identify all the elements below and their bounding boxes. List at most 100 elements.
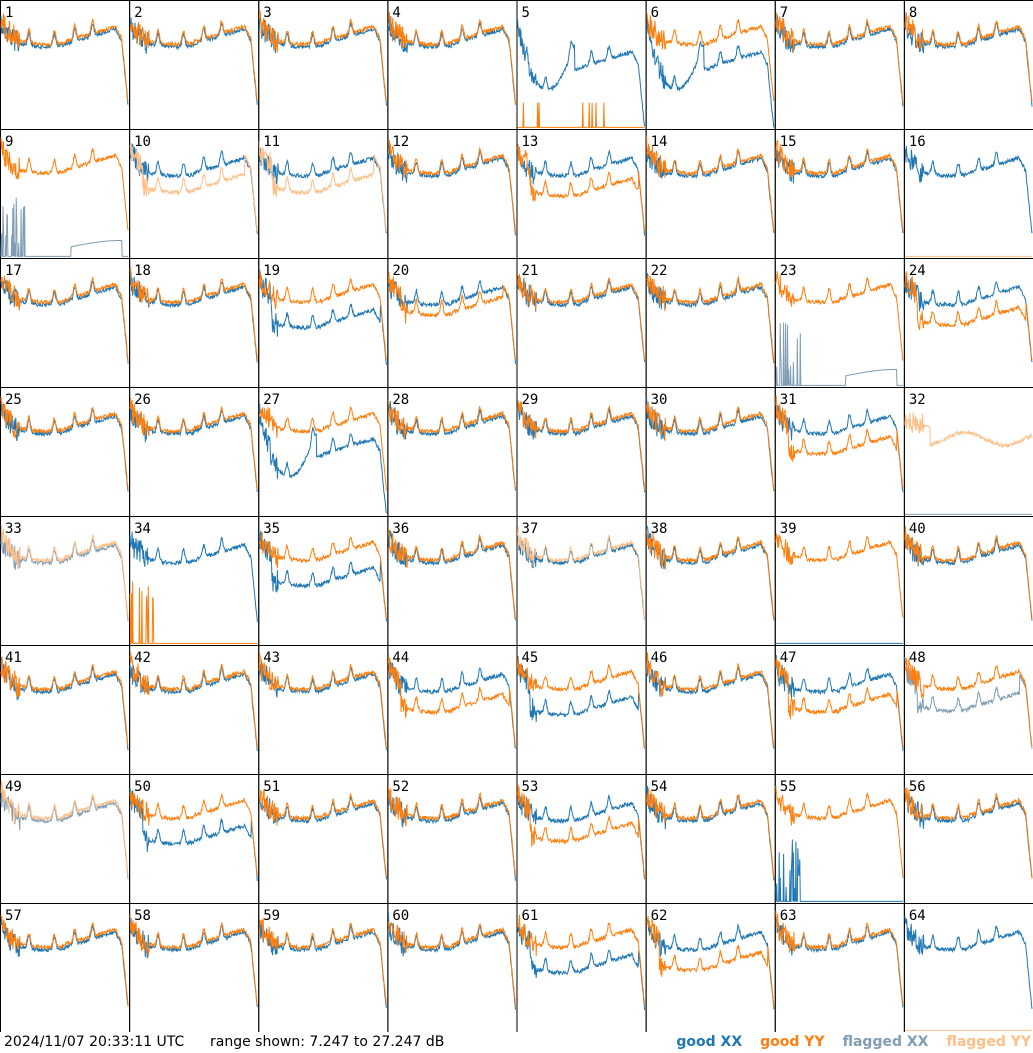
panel-label: 5 [522,5,530,21]
panel-label: 38 [651,521,668,537]
xx-series-line [904,12,1033,107]
panel-frame [0,129,131,259]
xx-series-line [646,919,775,1010]
panel-52: 52 [387,774,518,904]
xx-series-line [387,911,516,1010]
panel-label: 19 [263,263,280,279]
xx-series-line [904,145,1033,234]
yy-series-line [904,657,1033,746]
panel-62: 62 [645,903,776,1032]
panel-frame [0,0,131,130]
panel-9: 9 [0,129,131,259]
yy-series-line [775,533,904,618]
yy-series-line [258,532,387,619]
panel-48: 48 [903,645,1033,775]
panel-label: 28 [392,392,409,408]
xx-series-line [775,322,903,386]
yy-series-line [387,139,516,233]
panel-34: 34 [129,516,260,646]
panel-22: 22 [645,258,776,388]
xx-series-line [646,661,775,749]
xx-series-line [646,273,775,364]
panel-20: 20 [387,258,518,388]
panel-42: 42 [129,645,260,775]
panel-36: 36 [387,516,518,646]
panel-label: 4 [392,5,400,21]
panel-55: 55 [774,774,905,904]
panel-label: 61 [522,908,539,924]
panel-25: 25 [0,387,131,517]
xx-series-line [387,400,516,491]
panel-28: 28 [387,387,518,517]
yy-series-line [646,12,775,101]
panel-label: 44 [392,650,409,666]
panel-label: 25 [5,392,22,408]
yy-series-line [517,914,646,1005]
yy-series-line [646,274,775,362]
xx-series-line [517,18,646,127]
yy-series-line [129,581,258,644]
yy-series-line [387,656,516,747]
xx-series-line [517,923,646,1011]
xx-series-line [0,16,129,105]
yy-series-line [646,135,775,234]
xx-series-line [129,17,258,105]
yy-series-line [904,412,1033,449]
panel-27: 27 [258,387,389,517]
panel-label: 31 [780,392,797,408]
yy-series-line [258,9,387,102]
panel-40: 40 [903,516,1033,646]
yy-series-line [0,13,129,102]
yy-series-line [129,20,258,101]
panel-label: 64 [909,908,926,924]
xx-series-line [387,278,516,365]
xx-series-line [775,839,903,902]
panel-label: 58 [134,908,151,924]
xx-series-line [0,657,129,751]
panel-label: 34 [134,521,151,537]
panel-44: 44 [387,645,518,775]
panel-label: 36 [392,521,409,537]
panel-30: 30 [645,387,776,517]
yy-series-line [129,143,258,232]
legend-flagged-yy: flagged YY [946,1034,1031,1050]
yy-series-line [775,657,904,748]
xx-series-line [129,266,258,363]
xx-series-line [258,268,387,365]
yy-series-line [387,271,516,360]
yy-series-line [387,399,516,489]
panel-17: 17 [0,258,131,388]
panel-38: 38 [645,516,776,646]
timestamp: 2024/11/07 20:33:11 UTC [4,1034,185,1050]
panel-label: 29 [522,392,539,408]
yy-series-line [775,785,904,878]
panel-26: 26 [129,387,260,517]
yy-series-line [517,400,646,491]
yy-series-line [517,102,645,128]
yy-series-line [517,273,646,361]
xx-series-line [0,398,129,492]
xx-series-line [258,403,387,514]
panel-54: 54 [645,774,776,904]
yy-series-line [646,916,775,1008]
panel-frame [516,0,647,130]
panel-3: 3 [258,0,389,130]
panel-label: 26 [134,392,151,408]
xx-series-line [904,273,1033,363]
panel-45: 45 [516,645,647,775]
panel-label: 51 [263,779,280,795]
panel-label: 23 [780,263,797,279]
xx-series-line [129,142,258,234]
panel-frame [774,0,905,130]
panel-label: 33 [5,521,22,537]
panel-label: 42 [134,650,151,666]
panel-label: 39 [780,521,797,537]
panel-11: 11 [258,129,389,259]
panel-label: 16 [909,134,926,150]
panel-label: 63 [780,908,797,924]
yy-series-line [517,656,646,749]
panel-label: 21 [522,263,539,279]
legend-flagged-xx: flagged XX [842,1034,929,1050]
panel-59: 59 [258,903,389,1032]
panel-label: 56 [909,779,926,795]
